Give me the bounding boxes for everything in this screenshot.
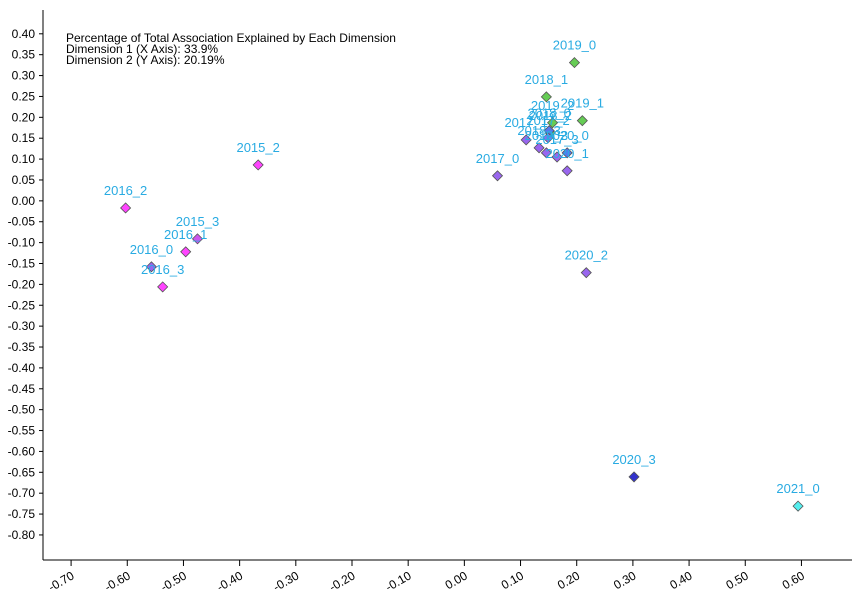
y-tick-label: -0.40 bbox=[8, 361, 36, 375]
y-tick-label: 0.30 bbox=[12, 69, 36, 83]
x-tick-label: 0.20 bbox=[555, 568, 583, 592]
point-label: 2019_2 bbox=[531, 98, 574, 113]
point bbox=[542, 132, 554, 144]
x-tick-label: 0.00 bbox=[443, 568, 471, 592]
point bbox=[180, 246, 192, 258]
point bbox=[580, 267, 592, 279]
x-tick-label: 0.40 bbox=[667, 568, 695, 592]
y-tick-label: -0.55 bbox=[8, 424, 36, 438]
y-tick-label: -0.45 bbox=[8, 382, 36, 396]
point-label: 2019_3 bbox=[525, 128, 568, 143]
point-label: 2018_2 bbox=[529, 108, 572, 123]
y-tick-label: 0.05 bbox=[12, 173, 36, 187]
y-tick-label: -0.60 bbox=[8, 444, 36, 458]
y-tick-label: 0.20 bbox=[12, 110, 36, 124]
y-tick-label: 0.00 bbox=[12, 194, 36, 208]
y-tick-label: -0.65 bbox=[8, 465, 36, 479]
point bbox=[568, 57, 581, 69]
point-label: 2018_1 bbox=[525, 72, 568, 87]
point bbox=[628, 471, 640, 483]
point bbox=[157, 281, 169, 293]
x-tick-label: 0.30 bbox=[611, 568, 639, 592]
point-label: 2017_3 bbox=[535, 132, 578, 147]
y-tick-label: -0.50 bbox=[8, 403, 36, 417]
point-label: 2017_1 bbox=[504, 115, 547, 130]
y-tick-label: 0.15 bbox=[12, 131, 36, 145]
point-label: 2016_3 bbox=[141, 262, 184, 277]
y-tick-label: -0.05 bbox=[8, 215, 36, 229]
point bbox=[576, 115, 588, 127]
y-tick-label: -0.35 bbox=[8, 340, 36, 354]
y-tick-label: -0.25 bbox=[8, 298, 36, 312]
point bbox=[252, 159, 264, 171]
point-label: 2015_2 bbox=[236, 140, 279, 155]
point-label: 2017_0 bbox=[476, 151, 519, 166]
point-label: 2021_0 bbox=[776, 481, 819, 496]
y-tick-label: -0.10 bbox=[8, 236, 36, 250]
point bbox=[561, 165, 573, 177]
point-label: 2016_1 bbox=[164, 227, 207, 242]
annotation: Dimension 2 (Y Axis): 20.19% bbox=[66, 53, 225, 67]
point bbox=[540, 147, 552, 159]
point bbox=[533, 142, 545, 154]
point-label: 2020_1 bbox=[545, 146, 588, 161]
y-tick-label: -0.70 bbox=[8, 486, 36, 500]
point-label: 2019_0 bbox=[553, 38, 596, 53]
annotation: Percentage of Total Association Explaine… bbox=[66, 31, 396, 45]
y-tick-label: -0.15 bbox=[8, 256, 36, 270]
x-tick-label: -0.20 bbox=[327, 568, 358, 594]
point-label: 2015_3 bbox=[176, 214, 219, 229]
y-tick-label: -0.75 bbox=[8, 507, 36, 521]
x-tick-label: -0.10 bbox=[383, 568, 414, 594]
y-tick-label: 0.10 bbox=[12, 152, 36, 166]
point bbox=[520, 134, 532, 146]
x-tick-label: 0.50 bbox=[724, 568, 752, 592]
point bbox=[540, 91, 552, 103]
point-label: 2020_2 bbox=[565, 248, 608, 263]
x-tick-label: 0.60 bbox=[780, 568, 808, 592]
x-tick-label: -0.50 bbox=[158, 568, 189, 594]
x-tick-label: -0.60 bbox=[102, 568, 133, 594]
point-label: 2020_3 bbox=[612, 452, 655, 467]
y-tick-label: -0.30 bbox=[8, 319, 36, 333]
point bbox=[551, 151, 563, 163]
point bbox=[561, 147, 573, 159]
x-tick-label: -0.30 bbox=[271, 568, 302, 594]
point bbox=[191, 233, 204, 245]
point bbox=[491, 170, 504, 182]
x-tick-label: -0.40 bbox=[214, 568, 245, 594]
point bbox=[120, 202, 132, 214]
point bbox=[792, 500, 804, 512]
y-tick-label: 0.25 bbox=[12, 89, 36, 103]
point-label: 2020_0 bbox=[545, 128, 588, 143]
y-tick-label: 0.40 bbox=[12, 27, 36, 41]
annotation: Dimension 1 (X Axis): 33.9% bbox=[66, 42, 218, 56]
point-label: 2019_1 bbox=[561, 96, 604, 111]
point-label: 2018_3 bbox=[517, 123, 560, 138]
point bbox=[546, 117, 559, 129]
y-tick-label: -0.20 bbox=[8, 277, 36, 291]
point-label: 2016_2 bbox=[104, 183, 147, 198]
point bbox=[145, 261, 157, 273]
point-label: 2016_0 bbox=[130, 242, 173, 257]
x-tick-label: -0.70 bbox=[46, 568, 77, 594]
y-tick-label: 0.35 bbox=[12, 48, 36, 62]
point-label: 2017_2 bbox=[526, 113, 569, 128]
y-tick-label: -0.80 bbox=[8, 528, 36, 542]
x-tick-label: 0.10 bbox=[499, 568, 527, 592]
point-label: 2018_0 bbox=[527, 106, 570, 121]
